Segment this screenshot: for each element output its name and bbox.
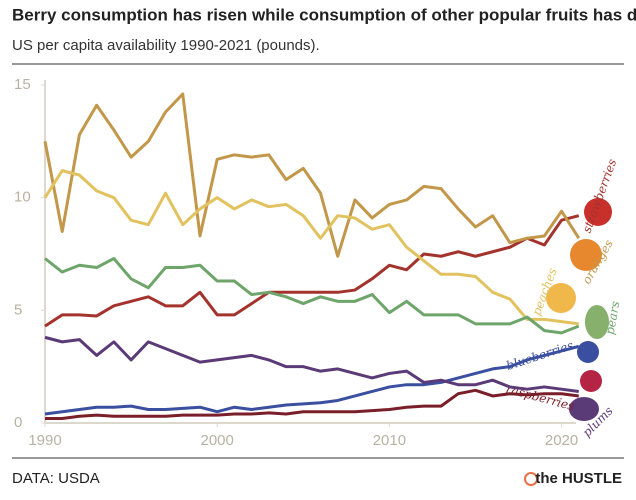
series-line xyxy=(44,335,579,393)
y-tick-label: 15 xyxy=(14,76,31,93)
x-tick-label: 2020 xyxy=(545,432,578,449)
series-line xyxy=(44,344,580,416)
chart-title: Berry consumption has risen while consum… xyxy=(12,5,636,24)
series-line xyxy=(43,92,581,258)
y-tick-label: 10 xyxy=(14,189,31,206)
chart-subtitle: US per capita availability 1990-2021 (po… xyxy=(12,37,320,54)
series-line xyxy=(44,214,580,328)
plum-icon xyxy=(569,397,599,421)
source: DATA: USDA xyxy=(12,470,100,487)
series-line xyxy=(44,257,580,335)
y-tick-label: 5 xyxy=(14,301,22,318)
series-line xyxy=(43,169,579,326)
x-tick-label: 2000 xyxy=(201,432,234,449)
series-label: pears xyxy=(603,300,623,336)
strawberry-icon xyxy=(584,198,612,226)
y-tick-label: 0 xyxy=(14,414,22,431)
x-tick-label: 2010 xyxy=(373,432,406,449)
series-label: blueberries xyxy=(505,338,576,373)
raspberry-icon xyxy=(580,370,602,392)
series-line xyxy=(45,388,579,420)
pear-icon xyxy=(585,305,609,339)
orange-icon xyxy=(570,239,602,271)
x-tick-label: 1990 xyxy=(28,432,61,449)
peach-icon xyxy=(546,283,576,313)
brand: the HUSTLE xyxy=(535,470,622,487)
fruit-icons xyxy=(546,198,612,421)
brand-logo xyxy=(524,472,538,486)
blueberry-icon xyxy=(577,341,599,363)
